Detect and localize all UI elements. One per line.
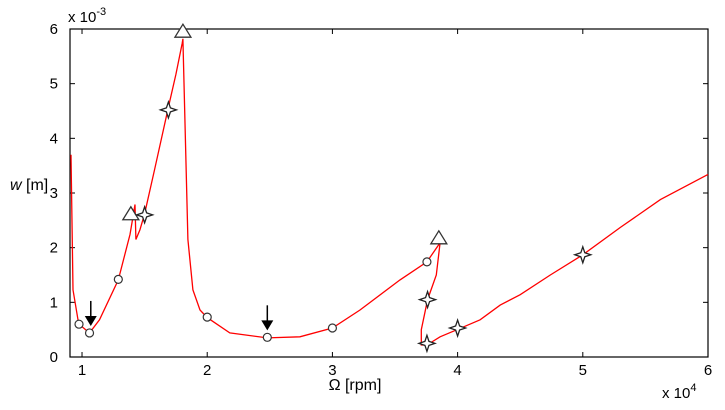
- arrow-head: [84, 315, 97, 326]
- triangle-marker: [429, 229, 448, 245]
- y-multiplier-exp: -3: [96, 6, 106, 18]
- triangle-marker: [173, 22, 193, 38]
- circle-marker: [262, 332, 272, 342]
- x-tick-label: 1: [78, 362, 86, 379]
- star-marker: [416, 333, 437, 354]
- x-axis-label: Ω [rpm]: [329, 377, 382, 394]
- y-tick-label: 0: [50, 349, 58, 366]
- circle-marker: [422, 257, 432, 267]
- triangle-marker: [121, 205, 141, 221]
- circle-marker: [202, 312, 212, 322]
- y-tick-label: 2: [50, 240, 58, 257]
- x-tick-label: 6: [704, 362, 712, 379]
- arrow-head: [261, 320, 274, 331]
- y-axis-label: w [m]: [10, 177, 48, 194]
- star-marker: [134, 204, 155, 225]
- y-tick-label: 1: [50, 294, 58, 311]
- star-marker: [572, 244, 593, 265]
- series-line: [70, 38, 709, 346]
- x-tick-label: 3: [328, 362, 336, 379]
- circle-marker: [327, 323, 338, 333]
- y-tick-label: 5: [50, 76, 58, 93]
- x-multiplier: x 104: [662, 382, 696, 402]
- y-multiplier: x 10-3: [68, 6, 106, 26]
- star-marker: [447, 317, 468, 339]
- circle-marker: [74, 319, 84, 329]
- x-multiplier-exp: 4: [690, 382, 696, 394]
- x-tick-label: 5: [579, 362, 587, 379]
- y-tick-label: 4: [50, 130, 58, 147]
- y-tick-label: 3: [50, 185, 58, 202]
- x-tick-label: 2: [203, 362, 211, 379]
- star-marker: [417, 289, 438, 310]
- x-tick-label: 4: [453, 362, 461, 379]
- y-tick-label: 6: [50, 21, 58, 38]
- circle-marker: [84, 328, 95, 338]
- circle-marker: [113, 274, 123, 284]
- plot-area: [69, 28, 709, 358]
- star-marker: [158, 99, 179, 120]
